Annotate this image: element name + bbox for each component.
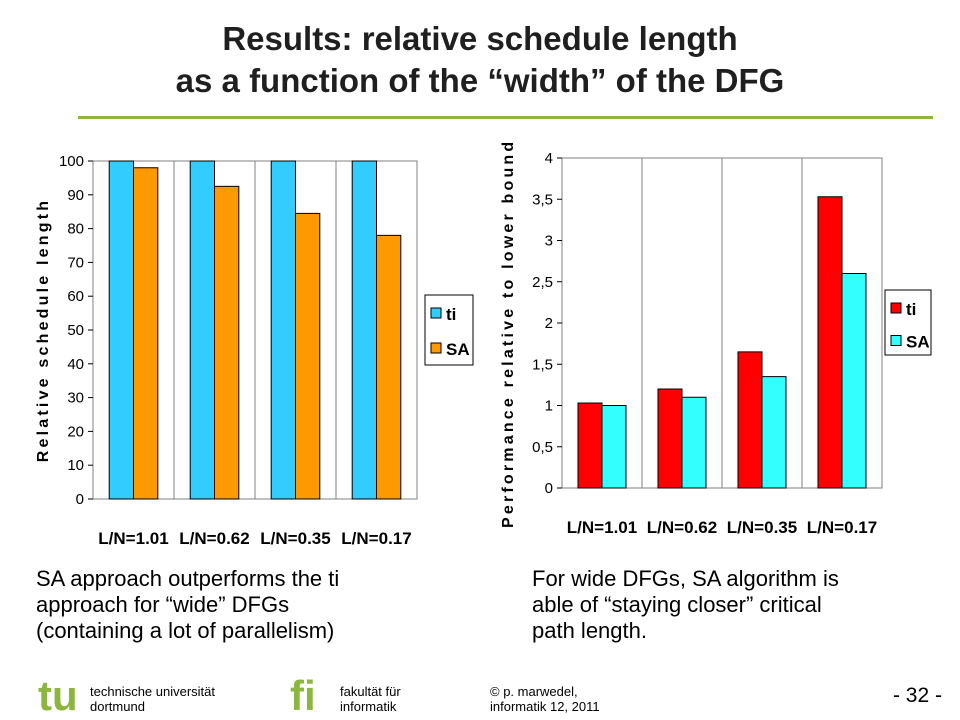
- x-tick-label: L/N=1.01: [98, 529, 168, 548]
- university-name: technische universität dortmund: [90, 684, 215, 714]
- title-line-1: Results: relative schedule length: [222, 20, 738, 57]
- y-tick-label: 2: [545, 315, 553, 332]
- y-tick-label: 40: [67, 356, 84, 373]
- bar-ti-L/N=1.01: [577, 402, 603, 489]
- legend-swatch-ti: [430, 307, 442, 319]
- bar-ti-L/N=0.62: [657, 388, 683, 489]
- bar-SA-L/N=0.17: [841, 273, 867, 489]
- caption-left-line: SA approach outperforms the ti: [36, 566, 340, 591]
- bar-ti-L/N=0.17: [817, 196, 843, 489]
- bar-SA-L/N=0.17: [376, 234, 402, 500]
- university-line: technische universität: [90, 684, 216, 699]
- x-tick-label: L/N=0.62: [647, 518, 717, 537]
- title-line-2: as a function of the “width” of the DFG: [175, 62, 785, 99]
- bar-ti-L/N=0.35: [270, 160, 296, 500]
- y-tick-label: 4: [545, 150, 553, 167]
- bar-ti-L/N=0.62: [189, 160, 215, 500]
- bar-ti-L/N=0.35: [737, 351, 763, 489]
- y-tick-label: 60: [67, 288, 84, 305]
- x-tick-label: L/N=0.62: [179, 529, 249, 548]
- bar-ti-L/N=1.01: [108, 160, 134, 500]
- legend-swatch-ti: [890, 302, 902, 314]
- caption-left-line: approach for “wide” DFGs: [36, 592, 290, 617]
- legend-label-SA: SA: [906, 333, 930, 352]
- y-tick-label: 1,5: [532, 356, 553, 373]
- y-tick-label: 0: [545, 480, 553, 497]
- y-tick-label: 3,5: [532, 191, 553, 208]
- x-tick-label: L/N=1.01: [567, 518, 637, 537]
- y-tick-label: 80: [67, 221, 84, 238]
- y-tick-label: 30: [67, 390, 84, 407]
- y-tick-label: 50: [67, 322, 84, 339]
- faculty-name: fakultät für informatik: [340, 684, 401, 714]
- slide-title: Results: relative schedule length as a f…: [0, 18, 960, 102]
- title-divider: [78, 116, 933, 119]
- caption-left-line: (containing a lot of parallelism): [36, 618, 335, 643]
- y-tick-label: 1: [545, 398, 553, 415]
- y-tick-label: 2,5: [532, 274, 553, 291]
- x-tick-label: L/N=0.35: [260, 529, 330, 548]
- y-tick-label: 20: [67, 423, 84, 440]
- bar-SA-L/N=0.62: [214, 185, 240, 500]
- university-line: dortmund: [90, 699, 145, 714]
- page-number: - 32 -: [892, 684, 942, 707]
- author-line: © p. marwedel,: [490, 684, 578, 699]
- caption-left: SA approach outperforms the ti approach …: [36, 566, 339, 644]
- author-credit: © p. marwedel, informatik 12, 2011: [490, 684, 600, 714]
- y-tick-label: 10: [67, 457, 84, 474]
- chart-relative-schedule-length: 0 10 20 30 40 50 60 70 80 90 100 L/N=1.01 L/N=0.62 L/…: [35, 153, 474, 548]
- caption-right-line: For wide DFGs, SA algorithm is: [532, 566, 839, 591]
- tu-logo: tu: [38, 676, 78, 716]
- y-tick-label: 70: [67, 254, 84, 271]
- fi-logo-text: fi: [290, 676, 316, 716]
- legend-label-ti: ti: [446, 305, 456, 324]
- tu-logo-text: tu: [38, 676, 78, 716]
- bar-ti-L/N=0.17: [351, 160, 378, 500]
- chart-performance-lower-bound: 0 0,5 1 1,5 2 2,5 3 3,5 4 L/N=1.01 L/N=0.62 L/N=0.3…: [500, 135, 932, 537]
- y-axis-label: Relative schedule length: [35, 198, 52, 462]
- y-tick-label: 0,5: [532, 439, 553, 456]
- bar-SA-L/N=1.01: [133, 167, 159, 500]
- legend-swatch-SA: [890, 335, 902, 346]
- faculty-line: informatik: [340, 699, 397, 714]
- bar-SA-L/N=0.35: [295, 212, 321, 500]
- legend-swatch-SA: [430, 342, 442, 354]
- bar-SA-L/N=0.62: [681, 396, 707, 489]
- x-tick-label: L/N=0.17: [807, 518, 877, 537]
- bar-SA-L/N=1.01: [601, 405, 627, 489]
- caption-right-line: path length.: [532, 618, 647, 643]
- caption-right-line: able of “staying closer” critical: [532, 592, 822, 617]
- caption-right: For wide DFGs, SA algorithm is able of “…: [532, 566, 839, 644]
- y-tick-label: 0: [76, 491, 84, 508]
- x-tick-label: L/N=0.17: [341, 529, 411, 548]
- legend-label-ti: ti: [906, 300, 916, 319]
- author-line: informatik 12, 2011: [490, 699, 600, 714]
- legend-label-SA: SA: [446, 340, 470, 359]
- y-axis-label: Performance relative to lower bound L: [500, 135, 517, 528]
- y-tick-label: 3: [545, 233, 553, 250]
- y-tick-label: 100: [59, 153, 84, 170]
- fi-logo: fi: [290, 676, 316, 716]
- bar-SA-L/N=0.35: [761, 376, 787, 489]
- y-tick-label: 90: [67, 187, 84, 204]
- x-tick-label: L/N=0.35: [727, 518, 797, 537]
- faculty-line: fakultät für: [340, 684, 401, 699]
